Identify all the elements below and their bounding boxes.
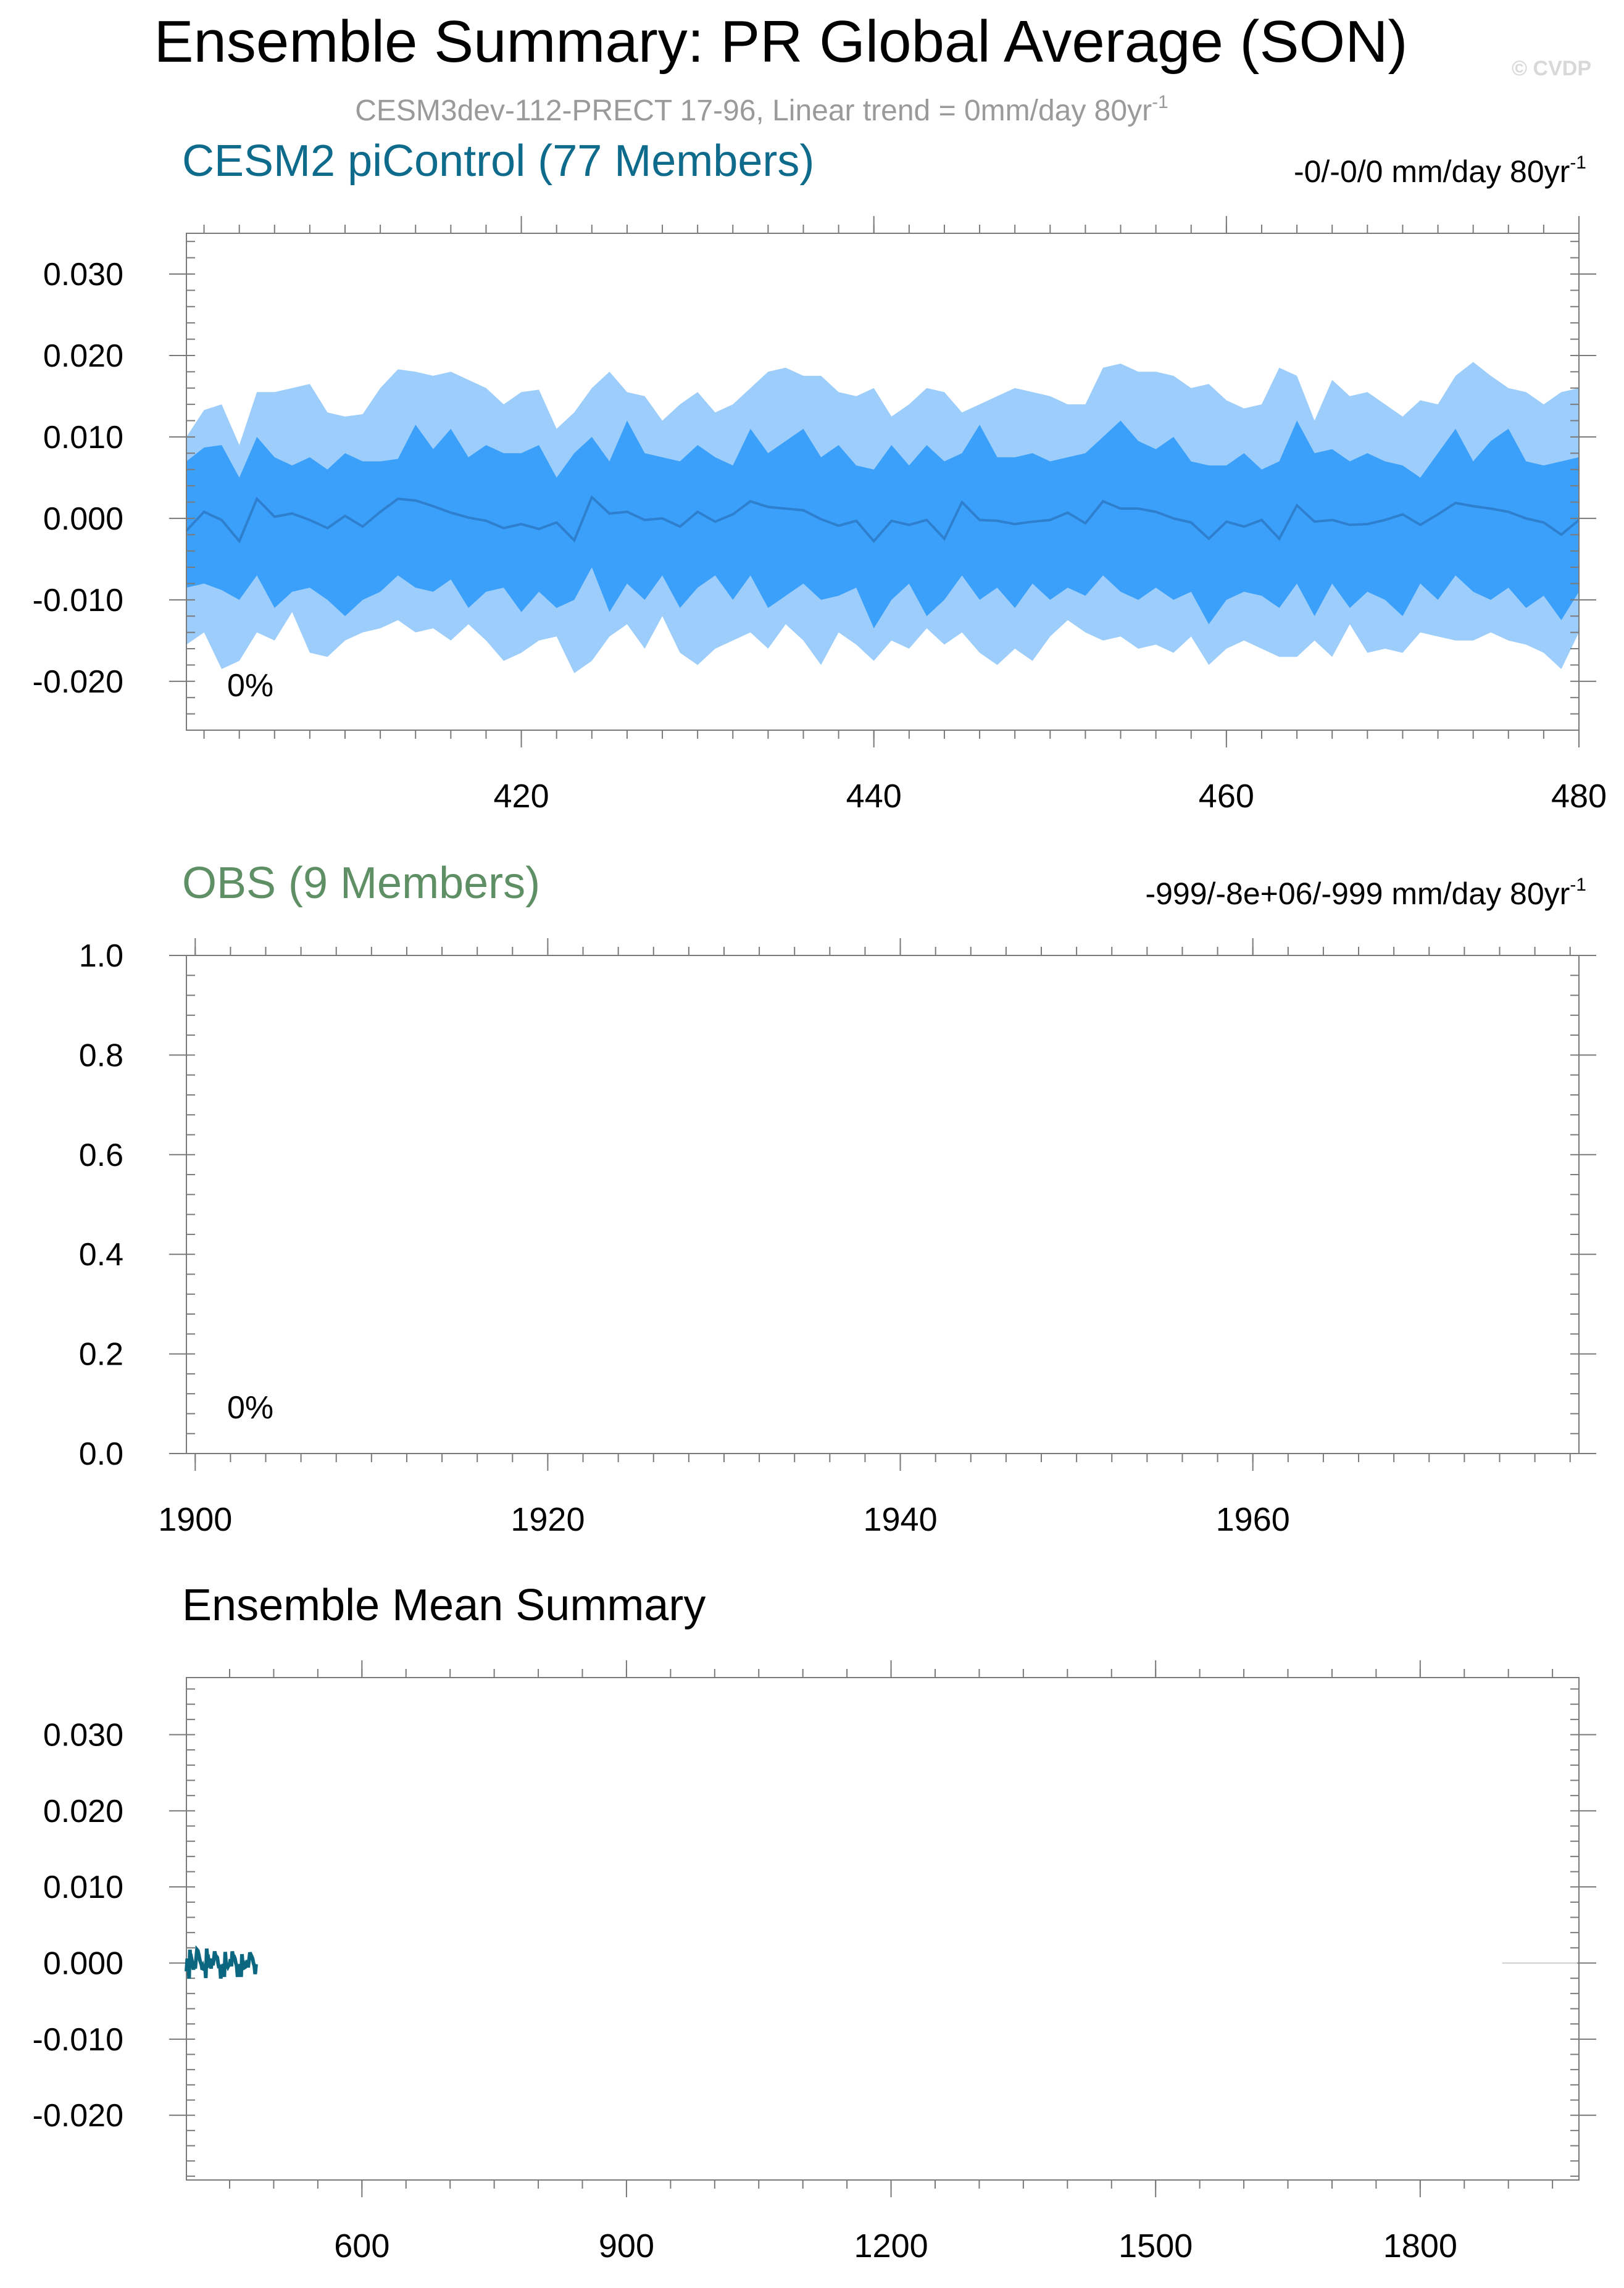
panel-trend-label-cesm2: -0/-0/0 mm/day 80yr-1 (1294, 152, 1586, 189)
y-tick-label: -0.010 (33, 583, 123, 618)
x-tick-label: 1200 (854, 2228, 928, 2265)
panel-obs: OBS (9 Members) -999/-8e+06/-999 mm/day … (79, 859, 1596, 1538)
y-tick-label: 0.010 (43, 1870, 123, 1905)
figure-title: Ensemble Summary: PR Global Average (SON… (154, 9, 1408, 75)
y-tick-label: 0.2 (79, 1337, 123, 1373)
y-tick-label: 0.030 (43, 257, 123, 293)
band-16-84-percentile (186, 420, 1579, 628)
ensemble-mean-summary-line (185, 1945, 258, 1979)
y-tick-label: 0.000 (43, 501, 123, 537)
percent-label: 0% (227, 668, 273, 704)
y-tick-label: 1.0 (79, 938, 123, 974)
x-tick-label: 1800 (1383, 2228, 1457, 2265)
y-tick-label: -0.020 (33, 2098, 123, 2134)
y-tick-label: -0.010 (33, 2022, 123, 2058)
watermark: © CVDP (1512, 57, 1591, 80)
panel-cesm2-picontrol: CESM2 piControl (77 Members) -0/-0/0 mm/… (33, 136, 1607, 815)
panel-trend-label-obs: -999/-8e+06/-999 mm/day 80yr-1 (1145, 875, 1586, 911)
x-tick-label: 1900 (158, 1501, 232, 1538)
plot-area-obs: 1.0 0.8 0.6 0.4 0.2 0.0 1900 1920 1940 1960 0% (79, 938, 1596, 1538)
panel-ensemble-mean: Ensemble Mean Summary 0.0300.0200.0100.0… (33, 1581, 1596, 2265)
x-tick-label: 1940 (863, 1501, 937, 1538)
x-tick-label: 600 (334, 2228, 389, 2265)
y-tick-label: 0.4 (79, 1237, 123, 1273)
y-tick-label: 0.010 (43, 420, 123, 456)
y-tick-label: 0.020 (43, 1794, 123, 1829)
x-tick-label: 1960 (1216, 1501, 1290, 1538)
plot-frame (186, 233, 1580, 731)
y-tick-label: 0.000 (43, 1946, 123, 1982)
plot-area-cesm2: 0.030 0.020 0.010 0.000 -0.010 -0.020 420 440 46… (33, 216, 1607, 815)
y-tick-label: 0.6 (79, 1138, 123, 1173)
percent-label: 0% (227, 1390, 273, 1426)
x-tick-label: 480 (1551, 778, 1607, 815)
plot-area-ensemble-mean: 0.030 0.020 0.010 0.000 -0.010 -0.020 600 900 12… (33, 1660, 1596, 2265)
trend-superscript: -1 (1570, 152, 1586, 173)
ensemble-mean-line (185, 495, 1580, 544)
y-tick-label: 0.0 (79, 1436, 123, 1472)
plot-frame (186, 955, 1580, 1454)
x-tick-label: 1920 (510, 1501, 585, 1538)
y-tick-label: 0.8 (79, 1038, 123, 1073)
figure-subtitle: CESM3dev-112-PRECT 17-96, Linear trend =… (355, 92, 1168, 127)
subtitle-superscript: -1 (1152, 92, 1168, 112)
trend-superscript: -1 (1570, 875, 1586, 895)
x-tick-label: 900 (599, 2228, 654, 2265)
panel-title-ensemble-mean: Ensemble Mean Summary (182, 1581, 706, 1630)
plot-frame (186, 1677, 1580, 2181)
panel-title-cesm2: CESM2 piControl (77 Members) (182, 136, 814, 186)
x-tick-label: 440 (846, 778, 902, 815)
x-tick-label: 420 (494, 778, 549, 815)
y-tick-label: -0.020 (33, 664, 123, 700)
y-tick-label: 0.020 (43, 338, 123, 374)
x-tick-label: 1500 (1118, 2228, 1193, 2265)
x-tick-label: 460 (1199, 778, 1254, 815)
y-tick-label: 0.030 (43, 1718, 123, 1753)
panel-title-obs: OBS (9 Members) (182, 859, 540, 908)
